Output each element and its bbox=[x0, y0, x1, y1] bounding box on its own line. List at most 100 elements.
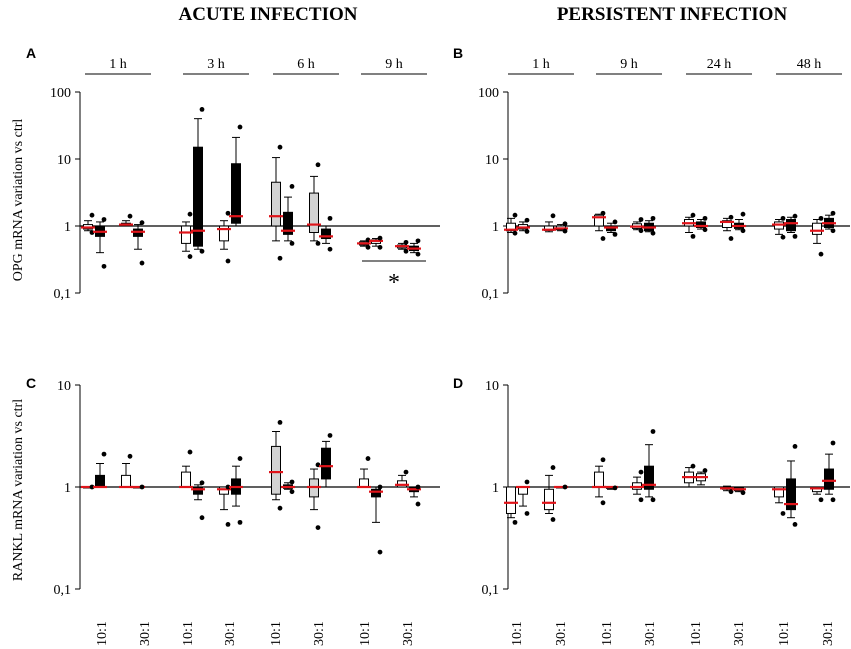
data-point bbox=[728, 214, 734, 220]
data-point bbox=[650, 230, 656, 236]
box bbox=[95, 474, 105, 488]
data-point bbox=[512, 212, 518, 218]
y-tick-label: 1 bbox=[64, 220, 71, 235]
significance-star: * bbox=[388, 270, 400, 296]
data-point bbox=[237, 456, 243, 461]
box bbox=[594, 214, 604, 227]
data-point bbox=[139, 220, 145, 226]
box bbox=[774, 486, 784, 498]
box bbox=[231, 163, 241, 224]
ratio-label: 30:1 bbox=[643, 621, 658, 646]
y-tick-label: 1 bbox=[64, 481, 71, 496]
box bbox=[696, 221, 706, 228]
data-point bbox=[562, 221, 568, 227]
data-point bbox=[600, 457, 606, 463]
data-point bbox=[524, 511, 530, 516]
data-point bbox=[377, 484, 383, 490]
time-group-label: 1 h bbox=[109, 57, 127, 72]
data-point bbox=[415, 501, 421, 507]
data-point bbox=[327, 246, 333, 252]
panel-label-a: A bbox=[26, 45, 36, 61]
time-group-label: 6 h bbox=[297, 57, 315, 72]
box bbox=[271, 445, 281, 495]
y-tick-label: 10 bbox=[485, 153, 499, 168]
data-point bbox=[780, 511, 786, 516]
data-point bbox=[524, 479, 530, 485]
box bbox=[644, 465, 654, 490]
data-point bbox=[550, 465, 556, 470]
data-point bbox=[101, 217, 107, 222]
data-point bbox=[550, 213, 556, 219]
data-point bbox=[830, 228, 836, 234]
y-tick-label: 100 bbox=[50, 86, 71, 101]
data-point bbox=[638, 469, 644, 475]
panel-a-chart: 0,1 1 10 100 1 h 3 h 6 h 9 h bbox=[50, 57, 440, 302]
data-point bbox=[512, 230, 518, 236]
data-point bbox=[830, 497, 836, 503]
data-point bbox=[327, 215, 333, 221]
y-tick-label: 0,1 bbox=[54, 287, 72, 302]
box bbox=[193, 146, 203, 247]
data-point bbox=[377, 235, 383, 241]
box bbox=[506, 486, 516, 514]
data-point bbox=[187, 449, 193, 455]
ratio-label: 10:1 bbox=[600, 621, 615, 646]
data-point bbox=[187, 254, 193, 259]
data-point bbox=[101, 451, 107, 457]
box bbox=[359, 478, 369, 488]
data-point bbox=[728, 236, 734, 241]
data-point bbox=[289, 479, 295, 485]
data-point bbox=[199, 106, 205, 112]
y-tick-label: 10 bbox=[485, 379, 499, 394]
box bbox=[544, 488, 554, 511]
data-point bbox=[277, 505, 283, 511]
box bbox=[786, 219, 796, 232]
data-point bbox=[315, 525, 321, 530]
time-group-label: 3 h bbox=[207, 57, 225, 72]
data-point bbox=[830, 440, 836, 446]
data-point bbox=[415, 484, 421, 490]
data-point bbox=[127, 453, 133, 459]
y-axis-title-rankl: RANKL mRNA variation vs ctrl bbox=[11, 399, 26, 581]
data-point bbox=[89, 484, 95, 490]
data-point bbox=[315, 240, 321, 246]
y-tick-label: 10 bbox=[57, 153, 71, 168]
data-point bbox=[612, 219, 618, 225]
box bbox=[271, 181, 281, 227]
panel-b-chart: 0,1 1 10 100 1 h 9 h 24 h 48 h bbox=[478, 57, 850, 302]
box bbox=[812, 222, 822, 235]
data-point bbox=[650, 215, 656, 221]
data-point bbox=[740, 211, 746, 217]
ratio-label: 10:1 bbox=[95, 621, 110, 646]
data-point bbox=[702, 215, 708, 221]
data-point bbox=[650, 497, 656, 503]
y-tick-label: 0,1 bbox=[54, 583, 72, 598]
box bbox=[824, 468, 834, 490]
data-point bbox=[403, 239, 409, 245]
box bbox=[219, 486, 229, 495]
data-point bbox=[101, 263, 107, 269]
data-point bbox=[600, 236, 606, 241]
time-group-label: 9 h bbox=[620, 57, 638, 72]
data-point bbox=[818, 215, 824, 221]
data-point bbox=[690, 233, 696, 239]
data-point bbox=[315, 162, 321, 168]
box bbox=[594, 471, 604, 488]
data-point bbox=[638, 217, 644, 222]
panel-c-chart: 0,1 1 10 bbox=[54, 379, 440, 598]
data-point bbox=[792, 444, 798, 449]
data-point bbox=[690, 212, 696, 218]
data-point bbox=[512, 519, 518, 525]
data-point bbox=[187, 211, 193, 217]
data-point bbox=[277, 144, 283, 150]
ratio-label: 30:1 bbox=[732, 621, 747, 646]
box bbox=[181, 471, 191, 488]
data-point bbox=[199, 515, 205, 521]
data-point bbox=[237, 124, 243, 130]
data-point bbox=[638, 497, 644, 503]
data-point bbox=[818, 251, 824, 257]
ratio-label: 30:1 bbox=[138, 621, 153, 646]
data-point bbox=[225, 484, 231, 490]
data-point bbox=[225, 521, 231, 527]
